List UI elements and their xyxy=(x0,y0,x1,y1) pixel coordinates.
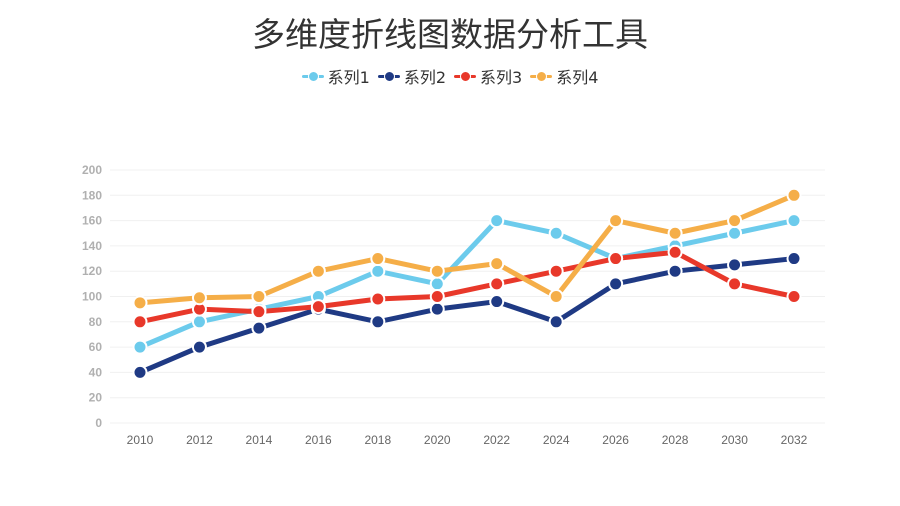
legend-item[interactable]: 系列1 xyxy=(301,64,370,88)
data-point xyxy=(548,263,564,279)
x-tick-label: 2012 xyxy=(186,433,213,447)
y-tick-label: 120 xyxy=(82,264,102,278)
data-point xyxy=(489,256,505,272)
x-tick-label: 2026 xyxy=(602,433,629,447)
legend-label: 系列1 xyxy=(327,68,370,87)
y-tick-label: 100 xyxy=(82,290,102,304)
legend: 系列1 系列2 系列3 系列4 xyxy=(0,64,900,88)
data-point xyxy=(608,213,624,229)
data-point xyxy=(429,289,445,304)
data-point xyxy=(370,263,386,279)
data-point xyxy=(132,364,148,380)
data-point xyxy=(191,290,207,306)
y-tick-label: 80 xyxy=(89,315,103,329)
data-point xyxy=(251,289,267,304)
legend-marker-icon xyxy=(301,70,324,82)
data-point xyxy=(429,276,445,292)
data-point xyxy=(132,295,148,311)
data-point xyxy=(310,263,326,279)
data-point xyxy=(548,314,564,330)
y-tick-label: 40 xyxy=(89,365,103,379)
y-tick-label: 0 xyxy=(95,416,102,430)
data-point xyxy=(429,263,445,279)
data-point xyxy=(786,251,802,267)
data-point xyxy=(191,314,207,330)
data-point xyxy=(667,225,683,241)
data-point xyxy=(548,289,564,304)
data-point xyxy=(727,276,743,292)
data-point xyxy=(786,187,802,203)
data-point xyxy=(608,251,624,267)
data-point xyxy=(727,213,743,229)
data-point xyxy=(786,213,802,229)
data-point xyxy=(727,225,743,241)
x-tick-label: 2010 xyxy=(127,433,154,447)
x-tick-label: 2020 xyxy=(424,433,451,447)
data-point xyxy=(370,251,386,267)
y-tick-label: 200 xyxy=(82,163,102,177)
x-tick-label: 2024 xyxy=(543,433,570,447)
y-tick-label: 180 xyxy=(82,188,102,202)
data-point xyxy=(310,299,326,315)
legend-item[interactable]: 系列4 xyxy=(530,64,598,88)
series-line xyxy=(139,256,795,375)
data-point xyxy=(786,289,802,304)
data-point xyxy=(191,339,207,355)
data-point xyxy=(429,301,445,317)
legend-item[interactable]: 系列2 xyxy=(377,64,446,88)
legend-label: 系列4 xyxy=(556,68,599,87)
data-point xyxy=(370,291,386,307)
x-tick-label: 2022 xyxy=(483,433,510,447)
x-tick-label: 2014 xyxy=(246,433,273,447)
legend-marker-icon xyxy=(377,70,400,82)
data-point xyxy=(667,263,683,279)
series-line xyxy=(139,249,795,325)
legend-marker-icon xyxy=(530,70,553,82)
legend-label: 系列3 xyxy=(480,68,523,87)
data-point xyxy=(251,304,267,320)
data-point xyxy=(370,314,386,330)
series-line xyxy=(139,218,795,350)
x-tick-label: 2032 xyxy=(781,433,808,447)
data-point xyxy=(667,244,683,260)
chart-title: 多维度折线图数据分析工具 xyxy=(252,15,648,54)
x-tick-label: 2028 xyxy=(662,433,689,447)
data-point xyxy=(727,257,743,273)
data-point xyxy=(251,320,267,336)
y-tick-label: 160 xyxy=(82,214,102,228)
legend-item[interactable]: 系列3 xyxy=(454,64,522,88)
legend-marker-icon xyxy=(454,70,476,82)
y-tick-label: 60 xyxy=(89,340,103,354)
data-point xyxy=(489,213,505,229)
data-point xyxy=(608,276,624,292)
data-point xyxy=(132,314,148,330)
legend-label: 系列2 xyxy=(403,68,446,87)
y-tick-label: 140 xyxy=(82,239,102,253)
x-tick-label: 2030 xyxy=(721,433,748,447)
x-tick-label: 2018 xyxy=(364,433,391,447)
data-point xyxy=(132,339,148,355)
series-line xyxy=(139,192,795,306)
data-point xyxy=(548,225,564,241)
x-tick-label: 2016 xyxy=(305,433,332,447)
y-tick-label: 20 xyxy=(89,391,103,405)
data-point xyxy=(489,294,505,310)
data-point xyxy=(489,276,505,292)
